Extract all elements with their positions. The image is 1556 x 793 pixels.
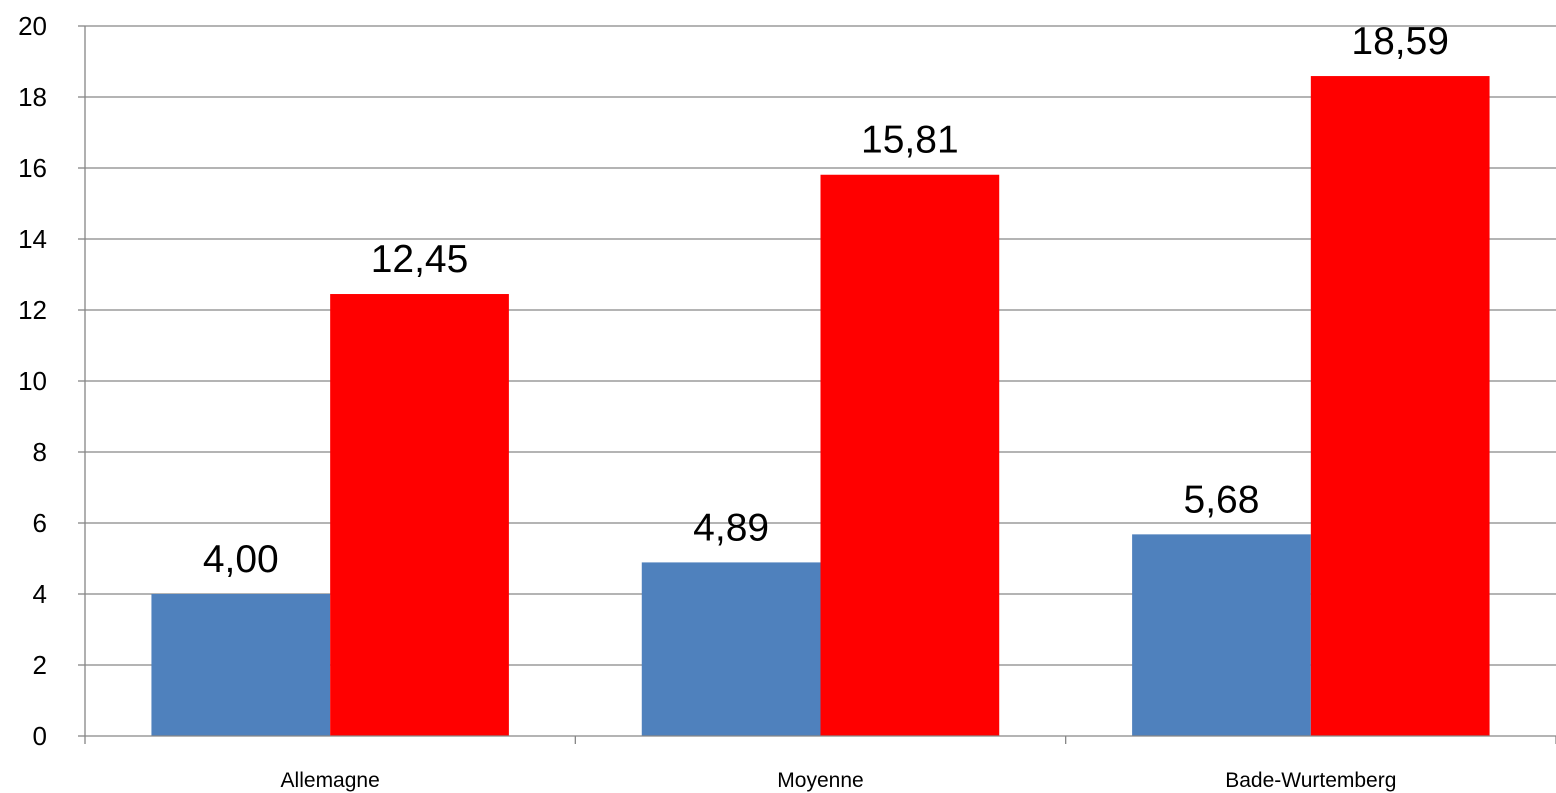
x-category-label: Allemagne <box>281 769 380 792</box>
y-tick-labels: 0 2 4 6 8 10 12 14 16 18 20 <box>18 11 47 751</box>
x-category-label: Bade-Wurtemberg <box>1225 769 1396 792</box>
bar <box>820 174 1000 736</box>
y-tick-label: 0 <box>33 721 47 751</box>
y-tick-label: 6 <box>33 508 47 538</box>
x-category-label: Moyenne <box>777 769 863 792</box>
y-tick-label: 18 <box>18 82 47 112</box>
y-tick-label: 2 <box>33 650 47 680</box>
y-tick-label: 20 <box>18 11 47 41</box>
data-label: 4,89 <box>693 506 769 549</box>
data-label: 5,68 <box>1184 478 1260 521</box>
bar <box>641 562 821 736</box>
bar <box>1310 76 1490 737</box>
data-labels: 4,00 12,45 4,89 15,81 5,68 18,59 <box>203 20 1449 581</box>
data-label: 4,00 <box>203 538 279 581</box>
y-tick-label: 14 <box>18 224 47 254</box>
x-category-labels: Allemagne Moyenne Bade-Wurtemberg <box>281 769 1397 792</box>
bar <box>151 594 331 736</box>
y-tick-label: 8 <box>33 437 47 467</box>
y-tick-label: 10 <box>18 366 47 396</box>
bar <box>330 294 509 736</box>
y-tick-label: 16 <box>18 153 47 183</box>
bars <box>151 76 1490 737</box>
data-label: 12,45 <box>371 238 469 281</box>
axes <box>78 25 1556 744</box>
bar <box>1132 534 1311 736</box>
data-label: 15,81 <box>861 119 959 162</box>
y-tick-label: 12 <box>18 295 47 325</box>
y-tick-label: 4 <box>33 579 47 609</box>
data-label: 18,59 <box>1351 20 1449 63</box>
